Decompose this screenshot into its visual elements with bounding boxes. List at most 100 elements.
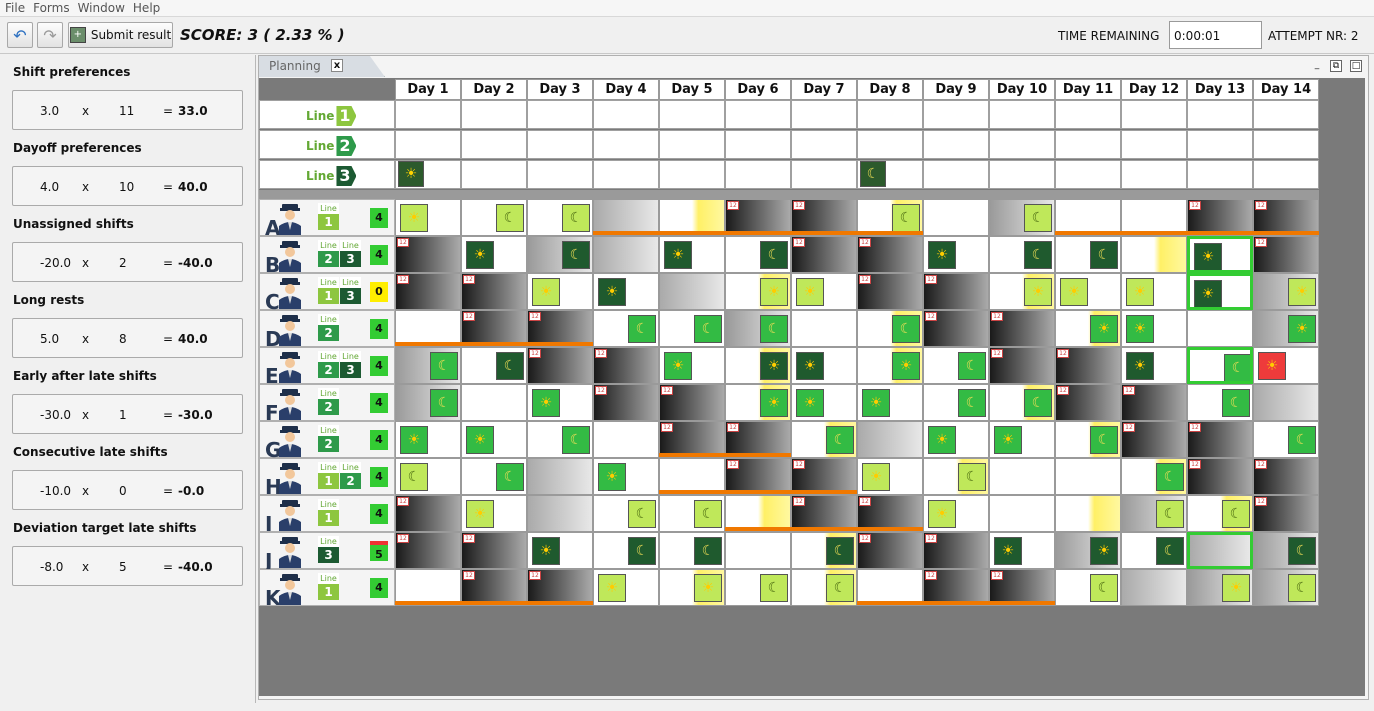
late-shift-icon[interactable]: ☾ xyxy=(694,537,722,565)
early-shift-icon[interactable]: ☀ xyxy=(862,389,890,417)
late-shift-icon[interactable]: ☾ xyxy=(694,500,722,528)
unassigned-slot[interactable] xyxy=(593,130,659,159)
schedule-cell[interactable]: ☾ xyxy=(527,236,593,273)
unassigned-slot[interactable] xyxy=(989,130,1055,159)
schedule-cell[interactable]: 12 xyxy=(1253,458,1319,495)
late-shift-icon[interactable]: ☾ xyxy=(400,463,428,491)
schedule-cell[interactable]: ☀ xyxy=(395,421,461,458)
schedule-cell[interactable]: 12 xyxy=(1253,199,1319,236)
schedule-cell[interactable]: ☾ xyxy=(1121,495,1187,532)
schedule-cell[interactable]: ☾ xyxy=(659,310,725,347)
schedule-cell[interactable]: ☾ xyxy=(989,236,1055,273)
early-shift-icon[interactable]: ☀ xyxy=(862,463,890,491)
schedule-cell[interactable]: 12 xyxy=(791,199,857,236)
schedule-cell[interactable]: ☾ xyxy=(725,310,791,347)
unassigned-slot[interactable] xyxy=(527,100,593,129)
schedule-cell[interactable]: 12 xyxy=(1121,384,1187,421)
late-shift-icon[interactable]: ☾ xyxy=(1156,463,1184,491)
schedule-cell[interactable]: 12 xyxy=(923,310,989,347)
early-shift-icon[interactable]: ☀ xyxy=(532,537,560,565)
schedule-cell[interactable]: ☀ xyxy=(1121,347,1187,384)
early-shift-icon[interactable]: ☀ xyxy=(796,352,824,380)
schedule-cell[interactable]: 12 xyxy=(989,569,1055,606)
maximize-icon[interactable]: □ xyxy=(1350,60,1362,72)
schedule-cell[interactable]: ☀ xyxy=(857,347,923,384)
unassigned-slot[interactable] xyxy=(791,130,857,159)
schedule-cell[interactable]: 12 xyxy=(461,532,527,569)
early-shift-icon[interactable]: ☀ xyxy=(1090,537,1118,565)
unassigned-slot[interactable] xyxy=(923,130,989,159)
early-shift-icon[interactable]: ☀ xyxy=(1194,280,1222,307)
schedule-cell[interactable]: 12 xyxy=(659,384,725,421)
schedule-cell[interactable]: 12 xyxy=(857,532,923,569)
schedule-cell[interactable]: 12 xyxy=(1187,199,1253,236)
schedule-cell[interactable]: ☾ xyxy=(1187,347,1253,384)
schedule-cell[interactable]: ☀ xyxy=(791,273,857,310)
early-shift-icon[interactable]: ☀ xyxy=(466,241,494,269)
schedule-cell[interactable]: ☾ xyxy=(989,199,1055,236)
schedule-cell[interactable]: 12 xyxy=(857,236,923,273)
unassigned-slot[interactable] xyxy=(659,100,725,129)
late-shift-icon[interactable]: ☾ xyxy=(760,241,788,269)
early-shift-icon[interactable]: ☀ xyxy=(760,389,788,417)
schedule-cell[interactable]: ☾ xyxy=(1055,236,1121,273)
schedule-cell[interactable]: ☀ xyxy=(1253,310,1319,347)
early-shift-icon[interactable]: ☀ xyxy=(1288,278,1316,306)
schedule-cell[interactable]: ☀ xyxy=(461,495,527,532)
schedule-cell[interactable]: 12 xyxy=(791,458,857,495)
late-shift-icon[interactable]: ☾ xyxy=(694,315,722,343)
schedule-cell[interactable]: ☀ xyxy=(593,458,659,495)
schedule-cell[interactable]: 12 xyxy=(791,236,857,273)
schedule-cell[interactable]: ☾ xyxy=(1253,569,1319,606)
schedule-cell[interactable]: ☀ xyxy=(1121,310,1187,347)
schedule-cell[interactable]: 12 xyxy=(461,273,527,310)
schedule-cell[interactable]: ☀ xyxy=(1055,273,1121,310)
early-shift-icon[interactable]: ☀ xyxy=(664,352,692,380)
undo-button[interactable]: ↶ xyxy=(7,22,33,48)
schedule-cell[interactable] xyxy=(1121,199,1187,236)
unassigned-slot[interactable] xyxy=(593,160,659,189)
early-shift-icon[interactable]: ☀ xyxy=(398,161,424,187)
schedule-cell[interactable]: 12 xyxy=(857,273,923,310)
schedule-cell[interactable] xyxy=(989,495,1055,532)
schedule-cell[interactable]: ☾ xyxy=(461,458,527,495)
late-shift-icon[interactable]: ☾ xyxy=(496,463,524,491)
early-shift-icon[interactable]: ☀ xyxy=(760,278,788,306)
unassigned-slot[interactable] xyxy=(857,100,923,129)
schedule-cell[interactable] xyxy=(395,310,461,347)
early-shift-icon[interactable]: ☀ xyxy=(400,426,428,454)
unassigned-slot[interactable] xyxy=(791,100,857,129)
schedule-cell[interactable]: 12 xyxy=(593,347,659,384)
schedule-cell[interactable]: 12 xyxy=(989,310,1055,347)
late-shift-icon[interactable]: ☾ xyxy=(496,204,524,232)
unassigned-slot[interactable] xyxy=(989,100,1055,129)
schedule-cell[interactable]: ☀ xyxy=(461,421,527,458)
unassigned-slot[interactable] xyxy=(659,130,725,159)
schedule-cell[interactable]: ☾ xyxy=(1055,421,1121,458)
schedule-cell[interactable]: ☀ xyxy=(593,569,659,606)
schedule-cell[interactable]: ☾ xyxy=(527,199,593,236)
unassigned-slot[interactable] xyxy=(1055,130,1121,159)
unassigned-slot[interactable] xyxy=(395,100,461,129)
unassigned-slot[interactable] xyxy=(923,160,989,189)
unassigned-slot[interactable] xyxy=(1253,160,1319,189)
early-shift-icon[interactable]: ☀ xyxy=(1090,315,1118,343)
unassigned-slot[interactable] xyxy=(1055,100,1121,129)
schedule-cell[interactable]: ☾ xyxy=(1253,421,1319,458)
early-shift-icon[interactable]: ☀ xyxy=(1258,352,1286,380)
unassigned-slot[interactable] xyxy=(1187,130,1253,159)
schedule-cell[interactable]: ☾ xyxy=(923,384,989,421)
schedule-cell[interactable]: ☀ xyxy=(725,384,791,421)
late-shift-icon[interactable]: ☾ xyxy=(628,537,656,565)
unassigned-slot[interactable] xyxy=(725,130,791,159)
early-shift-icon[interactable]: ☀ xyxy=(598,574,626,602)
early-shift-icon[interactable]: ☀ xyxy=(928,500,956,528)
late-shift-icon[interactable]: ☾ xyxy=(1090,574,1118,602)
schedule-cell[interactable]: 12 xyxy=(527,569,593,606)
schedule-cell[interactable]: ☀ xyxy=(659,347,725,384)
schedule-cell[interactable]: ☀ xyxy=(989,273,1055,310)
early-shift-icon[interactable]: ☀ xyxy=(994,426,1022,454)
schedule-cell[interactable] xyxy=(791,310,857,347)
schedule-cell[interactable]: 12 xyxy=(1121,421,1187,458)
schedule-cell[interactable] xyxy=(725,495,791,532)
